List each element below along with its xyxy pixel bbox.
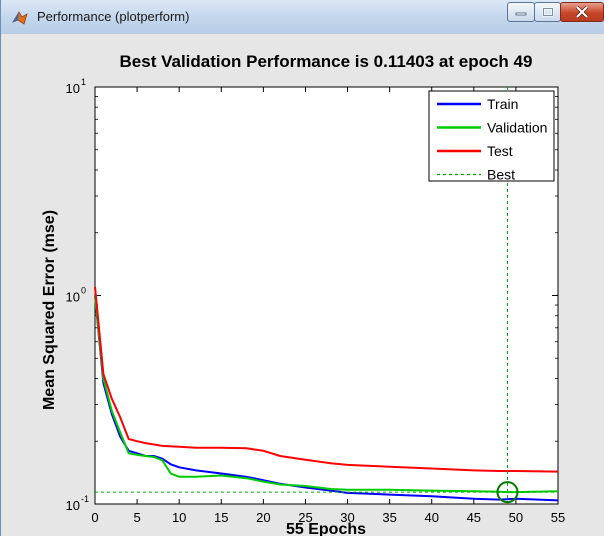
legend-label-train: Train [487, 96, 518, 112]
series-line-validation [94, 295, 559, 494]
maximize-icon [542, 7, 553, 17]
x-tick-label: 40 [424, 510, 438, 525]
close-icon [575, 6, 589, 18]
y-tick-label: 10 -1 [66, 494, 89, 513]
y-tick-label: 10 0 [66, 286, 86, 305]
x-tick-label: 25 [298, 510, 312, 525]
legend-label-validation: Validation [487, 120, 547, 136]
y-tick-base: 10 [66, 81, 80, 96]
minimize-icon [515, 12, 527, 16]
x-tick-label: 45 [467, 510, 481, 525]
x-tick-label: 30 [340, 510, 354, 525]
matlab-icon [12, 11, 28, 25]
minimize-button[interactable] [507, 2, 535, 22]
series-line-test [94, 286, 559, 473]
legend-label-best: Best [487, 167, 515, 183]
legend-label-test: Test [487, 143, 513, 159]
y-tick-label: 10 1 [66, 77, 86, 96]
x-tick-label: 0 [91, 510, 98, 525]
x-tick-label: 20 [256, 510, 270, 525]
y-tick-exponent: -1 [81, 494, 89, 504]
x-tick-label: 15 [214, 510, 228, 525]
y-tick-base: 10 [66, 498, 80, 513]
x-tick-label: 50 [509, 510, 523, 525]
title-bar[interactable]: Performance (plotperform) [1, 0, 604, 35]
legend: Train Validation Test Best [428, 90, 555, 183]
legend-box [428, 90, 555, 182]
x-axis-label: 55 Epochs [286, 521, 366, 536]
window-title: Performance (plotperform) [37, 9, 190, 24]
maximize-button[interactable] [534, 2, 561, 22]
plot-figure: Best Validation Performance is 0.11403 a… [1, 34, 604, 536]
y-axis-label: Mean Squared Error (mse) [41, 210, 58, 410]
x-tick-label: 10 [172, 510, 186, 525]
x-tick-label: 5 [133, 510, 140, 525]
series-lines [94, 286, 559, 502]
y-tick-base: 10 [66, 290, 80, 305]
x-tick-label: 35 [382, 510, 396, 525]
best-markers [95, 87, 558, 504]
x-tick-label: 55 [551, 510, 565, 525]
y-tick-exponent: 0 [81, 286, 86, 296]
best-point-marker [496, 481, 519, 504]
chart-title: Best Validation Performance is 0.11403 a… [120, 52, 533, 71]
close-button[interactable] [560, 2, 604, 22]
y-tick-exponent: 1 [81, 77, 86, 87]
